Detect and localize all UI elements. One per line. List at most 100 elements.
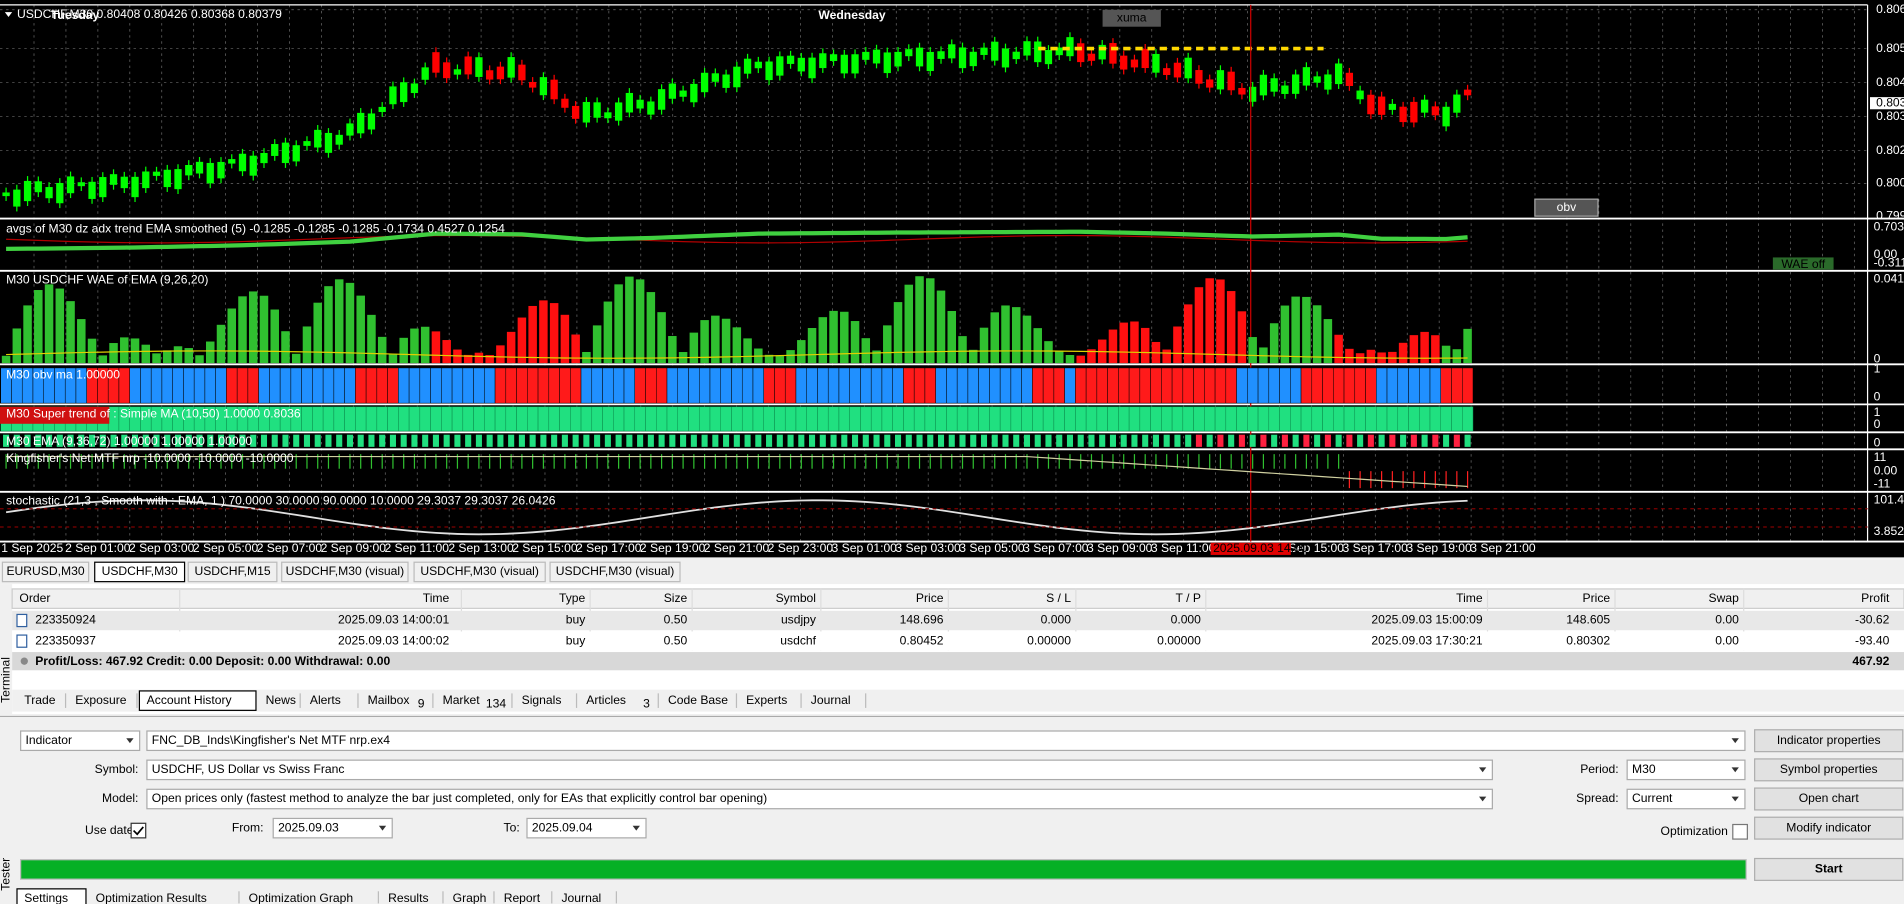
chart-tab[interactable] (413, 561, 546, 583)
candle-body (1324, 74, 1332, 90)
ema-bar (916, 434, 923, 447)
obv-block (634, 367, 646, 404)
tester-tab[interactable]: Graph (453, 891, 487, 904)
wae-bar (1130, 321, 1139, 364)
file-select[interactable] (146, 730, 1746, 752)
panel-axis-label: 0.00 (1874, 247, 1898, 261)
obv-block (849, 367, 861, 404)
spread-select[interactable] (1626, 788, 1746, 810)
candle-body (1109, 43, 1117, 64)
period-select[interactable] (1626, 759, 1746, 781)
terminal-tab[interactable]: Trade (24, 693, 55, 707)
trend-block (1300, 406, 1313, 432)
wae-bar (1033, 328, 1042, 364)
chart-tab[interactable] (549, 561, 681, 583)
time-label: 2 Sep 23:00 (768, 541, 834, 555)
terminal-tab[interactable]: Account History (147, 693, 233, 707)
terminal-tab[interactable]: Market (443, 693, 481, 707)
button[interactable] (1754, 787, 1904, 811)
ema-bar (1464, 434, 1471, 447)
tester-tab[interactable]: Optimization Results (96, 891, 207, 904)
trend-block (903, 406, 915, 432)
obv-block (494, 367, 507, 404)
tester-tab[interactable]: Results (388, 891, 428, 904)
trend-block (408, 406, 421, 432)
tester-tab-active[interactable] (16, 888, 87, 904)
candle-body (400, 82, 408, 103)
candle-body (1420, 99, 1429, 113)
button[interactable] (1754, 816, 1904, 840)
obv-block (827, 367, 840, 404)
wae-bar (152, 353, 161, 364)
day-label: Wednesday (818, 8, 885, 22)
obv-block (795, 367, 807, 404)
terminal-tab[interactable]: News (266, 693, 296, 707)
panel-axis-label: 1 (1874, 361, 1881, 375)
wae-bar (1441, 345, 1451, 364)
type-select[interactable] (20, 730, 141, 752)
obv-block (355, 367, 367, 404)
panel-axis-label: 0.0412 (1874, 271, 1904, 285)
candle-body (77, 182, 85, 187)
tester-tab[interactable]: Settings (24, 891, 68, 904)
terminal-tab[interactable]: Experts (746, 693, 787, 707)
wae-bar (1, 355, 11, 364)
from-date[interactable] (272, 817, 393, 839)
obv-block (505, 367, 517, 404)
trend-block (1451, 406, 1463, 432)
ema-bar (884, 434, 891, 447)
terminal-tab[interactable]: Articles (586, 693, 626, 707)
chart-tab[interactable] (94, 561, 186, 583)
chart-tab[interactable] (1, 561, 90, 583)
obv-block (602, 367, 614, 404)
wae-bar (431, 331, 441, 364)
obv-block (623, 367, 636, 404)
terminal-tab[interactable]: Journal (811, 693, 851, 707)
start-button[interactable] (1754, 857, 1904, 881)
to-date[interactable] (526, 817, 647, 839)
field-label: Model: (102, 791, 138, 805)
candle-body (432, 52, 440, 73)
candle-body (378, 106, 386, 112)
ema-bar (67, 434, 74, 447)
chart-tab[interactable] (281, 561, 409, 583)
ema-bar (744, 434, 751, 447)
tab-count: 134 (486, 696, 506, 710)
terminal-tab[interactable]: Mailbox (368, 693, 410, 707)
wae-bar (356, 295, 365, 364)
obv-block (570, 367, 582, 404)
optimization-checkbox[interactable] (1732, 823, 1748, 840)
tester-tab[interactable]: Report (504, 891, 541, 904)
wae-bar (34, 290, 43, 364)
button[interactable] (1754, 729, 1904, 753)
trend-block (462, 406, 474, 432)
terminal-tab-active[interactable] (138, 690, 257, 711)
terminal-tab[interactable]: Signals (522, 693, 562, 707)
candle-body (668, 83, 676, 99)
obv-block (1021, 367, 1033, 404)
obv-block (1204, 367, 1216, 404)
time-label: 3 Sep 07:00 (1023, 541, 1089, 555)
symbol-select[interactable] (146, 759, 1493, 781)
obv-block (1171, 367, 1184, 404)
table-cell: 148.605 (1566, 613, 1610, 627)
trend-block (613, 406, 625, 432)
trend-block (559, 406, 571, 432)
tester-tab[interactable]: Optimization Graph (249, 891, 353, 904)
wae-bar (130, 338, 140, 364)
ema-bar (1045, 434, 1052, 447)
terminal-tab[interactable]: Code Base (668, 693, 728, 707)
tester-tab[interactable]: Journal (561, 891, 601, 904)
button[interactable] (1754, 758, 1904, 782)
candle-body (174, 169, 182, 190)
time-label: 3 Sep 19:00 (1406, 541, 1472, 555)
model-select[interactable] (146, 788, 1493, 810)
candle-body (1334, 63, 1343, 85)
terminal-tab[interactable]: Exposure (75, 693, 126, 707)
trend-block (1161, 406, 1173, 432)
chart-tab[interactable] (187, 561, 278, 583)
terminal-tab[interactable]: Alerts (310, 693, 341, 707)
wae-bar (818, 317, 828, 364)
use-date-checkbox[interactable] (130, 822, 147, 839)
trend-block (430, 406, 442, 432)
